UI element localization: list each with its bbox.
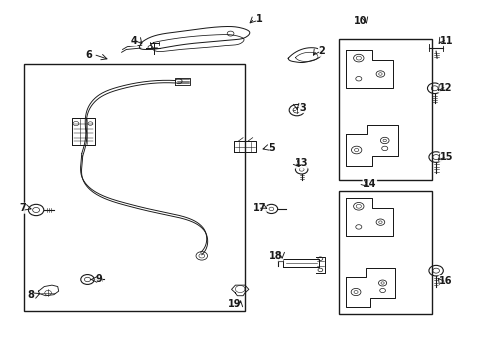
Bar [339,39,432,180]
Text: 10: 10 [353,16,367,26]
Text: 4: 4 [130,36,137,46]
Text: 7: 7 [20,203,26,213]
Text: 1: 1 [256,14,263,24]
Bar [24,64,245,311]
Text: 3: 3 [299,103,306,113]
Text: 17: 17 [253,203,266,212]
Text: 14: 14 [363,179,377,189]
Text: 5: 5 [268,143,275,153]
Text: 2: 2 [318,46,325,56]
Text: 18: 18 [270,251,283,261]
Text: 6: 6 [86,50,92,60]
Bar [339,190,432,314]
Text: 11: 11 [440,36,453,46]
Text: 19: 19 [228,299,241,309]
Text: 16: 16 [439,275,452,285]
Text: 8: 8 [28,290,35,300]
Text: 13: 13 [295,158,308,168]
Text: 12: 12 [439,83,452,93]
Text: 9: 9 [95,274,102,284]
Text: 15: 15 [440,152,453,162]
